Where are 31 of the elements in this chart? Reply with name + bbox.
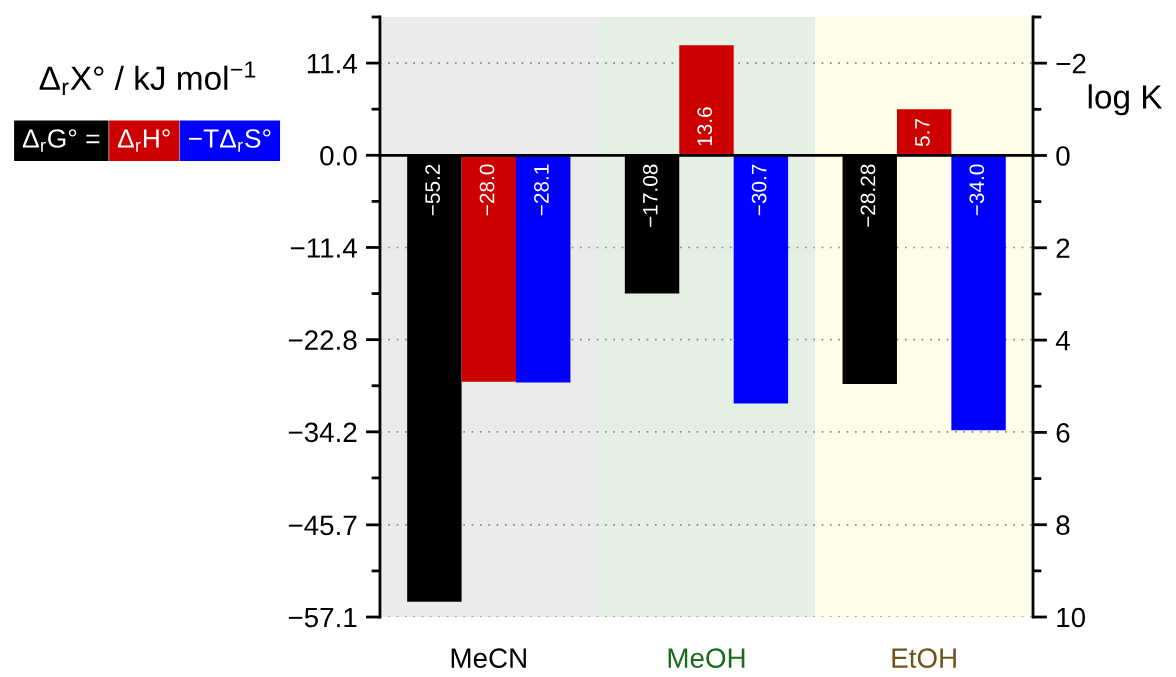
text: Δ$_{r}$G° = (22, 129, 100, 152)
y-tick-label: −34.2 (288, 422, 357, 443)
y2-tick-label: 6 (1056, 423, 1070, 443)
y2-tick-label: 0 (1056, 146, 1070, 166)
data-label: −55.2 (425, 164, 440, 216)
y2-tick-label: 10 (1057, 607, 1086, 628)
text: −TΔ$_{r}$S° (188, 129, 271, 152)
text: Δ$_{r}$H° (117, 129, 170, 152)
y-tick-label: −57.1 (288, 607, 357, 628)
data-label: −28.1 (534, 164, 549, 216)
data-label: −28.0 (479, 164, 495, 216)
data-label: 13.6 (697, 107, 713, 146)
y2-tick-label: 4 (1055, 331, 1070, 351)
y2-tick-label: −2 (1056, 53, 1086, 74)
y2-tick-label: 2 (1056, 238, 1070, 258)
y-tick-label: −11.4 (290, 238, 357, 258)
y2-axis-title: log K (1088, 84, 1163, 116)
y2-tick-label: 8 (1056, 515, 1070, 536)
x-tick-label: MeOH (668, 648, 745, 668)
y-tick-label: −22.8 (288, 330, 357, 350)
data-label: −17.08 (642, 164, 658, 227)
y-axis-title: Δ$_{r}$X° / kJ mol$^{−1}$ (39, 61, 256, 96)
y-tick-label: 0.0 (320, 145, 357, 166)
y-tick-label: 11.4 (307, 54, 357, 74)
data-label: 5.7 (915, 119, 930, 147)
data-label: −34.0 (969, 164, 985, 216)
data-label: −30.7 (751, 164, 767, 216)
data-label: −28.28 (860, 164, 876, 227)
x-tick-label: EtOH (892, 648, 956, 668)
y-tick-label: −45.7 (288, 515, 357, 536)
x-tick-label: MeCN (451, 648, 526, 668)
